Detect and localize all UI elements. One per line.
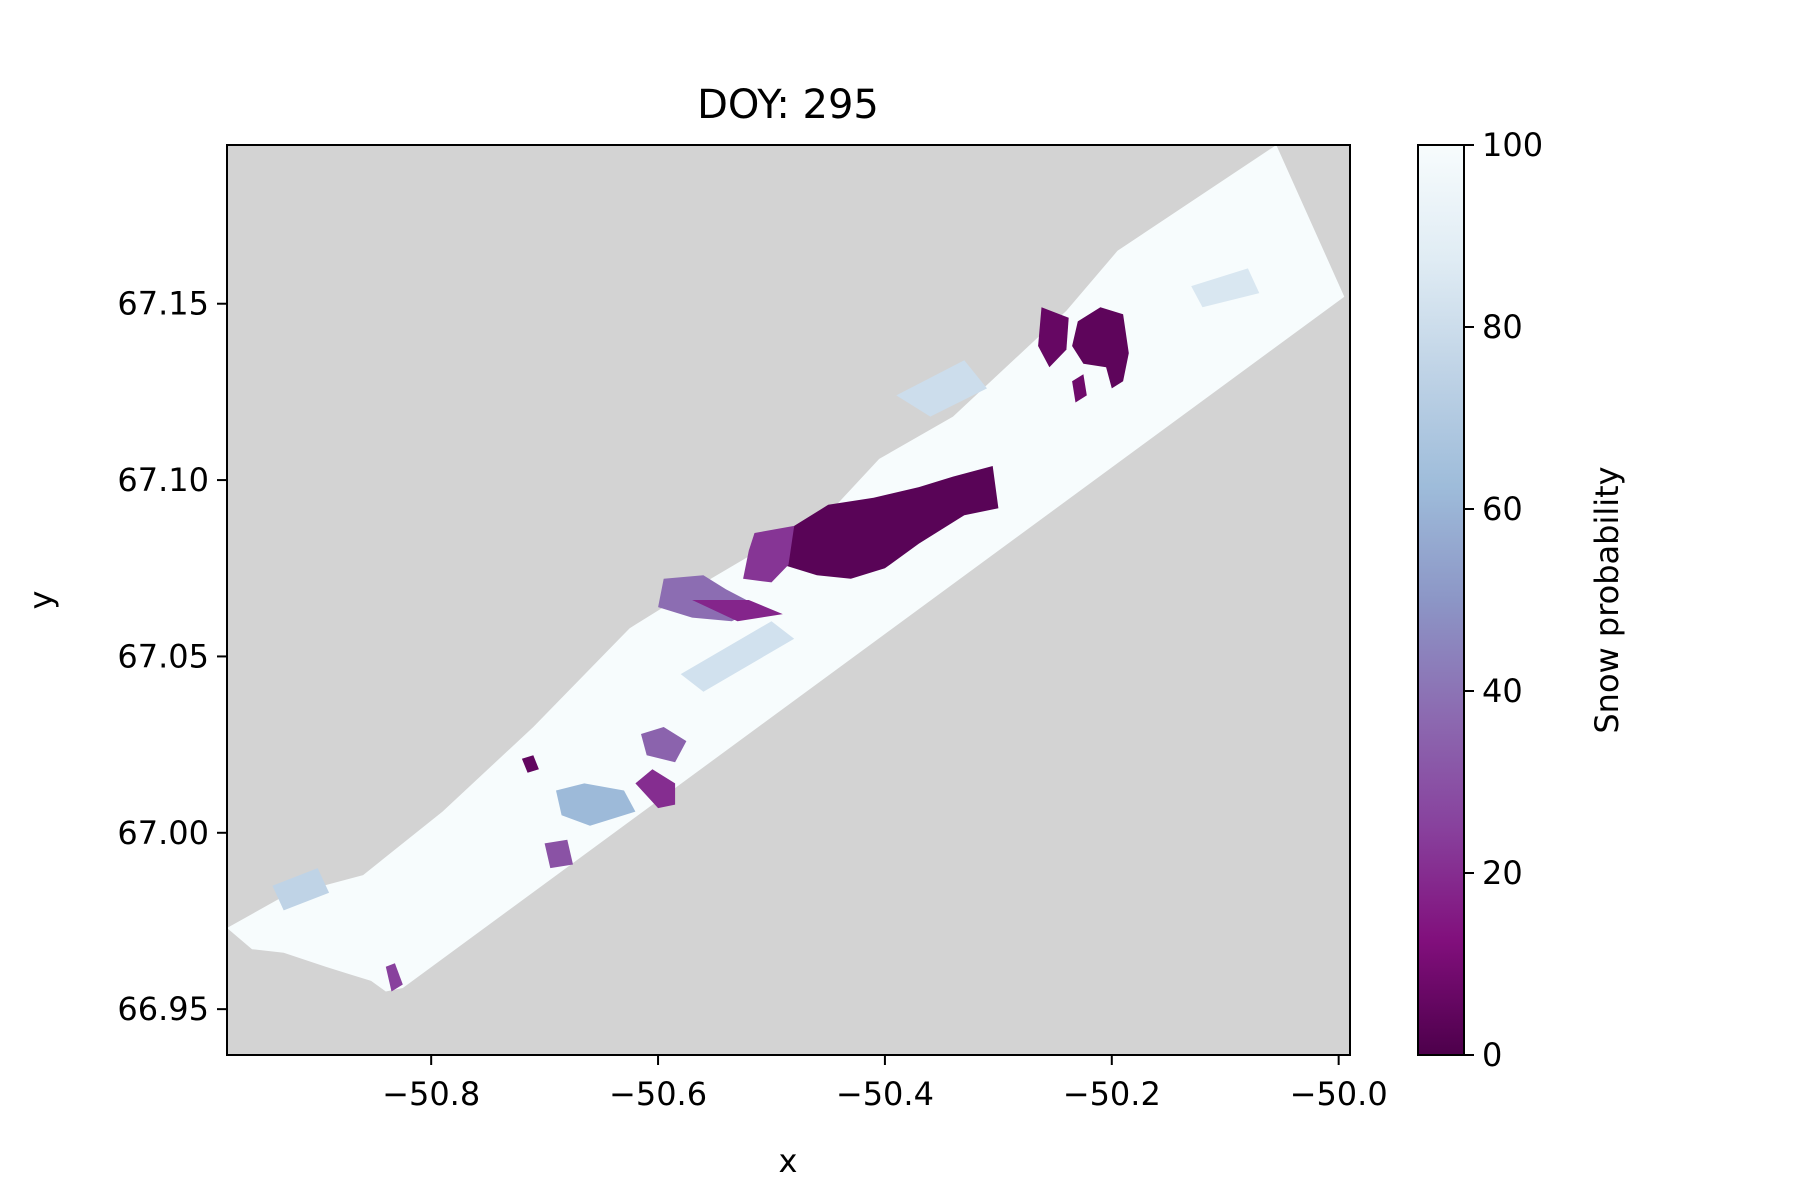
colorbar-tick-label: 100	[1482, 126, 1543, 164]
x-tick-label: −50.2	[1063, 1075, 1161, 1113]
snow-region-4	[1072, 307, 1129, 389]
snow-region-12	[544, 839, 573, 869]
x-axis: −50.8 −50.6 −50.4 −50.2 −50.0	[382, 1055, 1388, 1113]
snow-region-3	[692, 600, 783, 622]
colorbar-tick-label: 60	[1482, 490, 1523, 528]
snow-region-5	[1038, 307, 1069, 368]
snow-region-0	[782, 466, 999, 579]
colorbar-tick-label: 80	[1482, 308, 1523, 346]
y-tick-label: 67.15	[117, 285, 209, 323]
y-axis-label: y	[22, 591, 60, 610]
colorbar-gradient	[1418, 145, 1464, 1055]
colorbar-label: Snow probability	[1588, 466, 1626, 733]
y-tick-label: 67.00	[117, 814, 209, 852]
snow-region-9	[556, 783, 636, 826]
snow-region-6	[1072, 374, 1087, 403]
colorbar-ticks: 0 20 40 60 80 100	[1464, 126, 1543, 1074]
colorbar-tick-label: 0	[1482, 1036, 1502, 1074]
colorbar-frame	[1417, 144, 1465, 1056]
colorbar: 0 20 40 60 80 100 Snow probability	[1417, 126, 1626, 1074]
x-tick-label: −50.8	[382, 1075, 480, 1113]
chart-title: DOY: 295	[697, 82, 879, 128]
y-axis: 66.95 67.00 67.05 67.10 67.15	[117, 285, 227, 1028]
x-tick-label: −50.4	[836, 1075, 934, 1113]
snow-region-15	[272, 868, 330, 911]
snow-region-8	[641, 727, 687, 763]
colorbar-tick-label: 20	[1482, 854, 1523, 892]
snow-region-16	[680, 621, 795, 692]
plot-frame	[226, 144, 1351, 1056]
plot-area: −50.8 −50.6 −50.4 −50.2 −50.0 66.95 67.00 67.0…	[117, 144, 1388, 1113]
colorbar-tick-label: 40	[1482, 672, 1523, 710]
snow-region-13	[896, 360, 987, 417]
swath-area	[227, 145, 1345, 992]
y-tick-label: 67.10	[117, 461, 209, 499]
x-tick-label: −50.6	[609, 1075, 707, 1113]
y-tick-label: 67.05	[117, 637, 209, 675]
snow-region-14	[1191, 268, 1260, 308]
snow-region-1	[743, 525, 795, 583]
x-axis-label: x	[779, 1142, 798, 1180]
x-tick-label: −50.0	[1290, 1075, 1388, 1113]
snow-region-11	[521, 755, 539, 773]
snow-region-10	[385, 963, 403, 992]
snow-region-7	[635, 769, 676, 809]
y-tick-label: 66.95	[117, 990, 209, 1028]
